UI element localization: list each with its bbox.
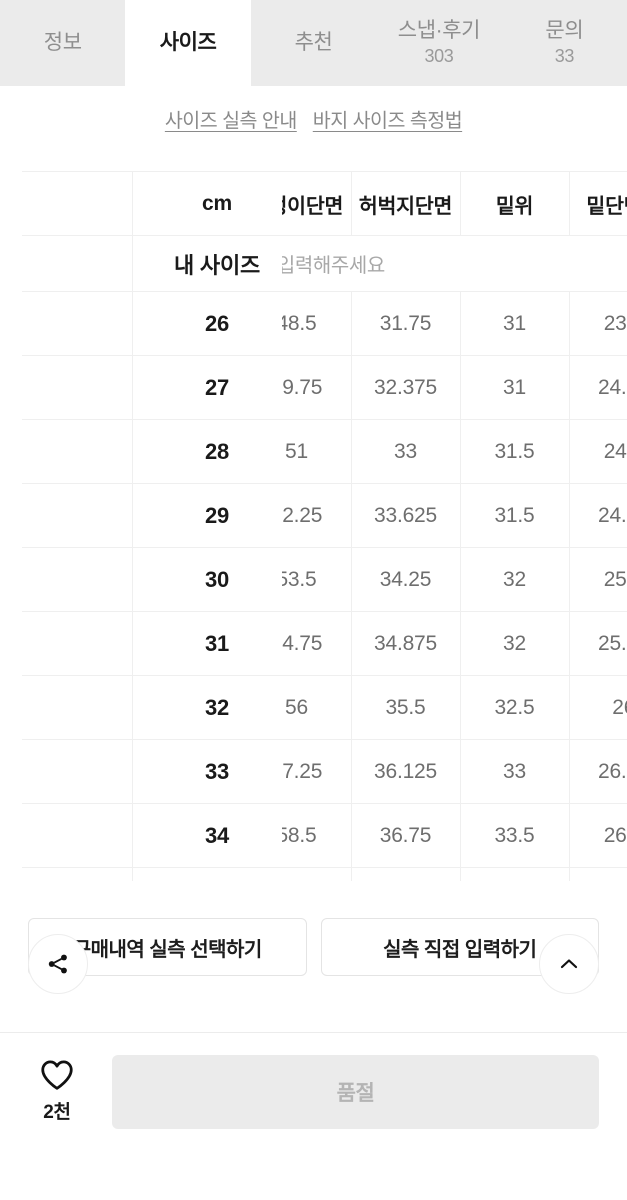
- sold-out-button: 품절: [112, 1055, 599, 1129]
- row-cell-value: 38: [351, 867, 461, 881]
- enter-measurement-manually-button[interactable]: 실측 직접 입력하기: [320, 918, 599, 976]
- row-cell-size: 31: [152, 611, 283, 676]
- row-cell-value: 32.375: [351, 355, 461, 420]
- row-cell-value: 31.5: [460, 483, 570, 548]
- row-cell-value: 24.6: [569, 419, 627, 484]
- table-header-row: cm 단면 엉덩이단면 허벅지단면 밑위 밑단단면: [22, 171, 627, 236]
- row-cell-value: 33: [351, 419, 461, 484]
- tab-label: 정보: [43, 30, 82, 54]
- chevron-up-icon: [560, 959, 578, 969]
- scroll-to-top-button[interactable]: [539, 934, 599, 994]
- tab-info[interactable]: 정보: [0, 0, 125, 86]
- row-cell-value: 33: [460, 739, 570, 804]
- tab-inquiry[interactable]: 문의 33: [502, 0, 627, 86]
- row-cell-size: 28: [152, 419, 283, 484]
- row-cell-value: 25.3: [569, 547, 627, 612]
- row-cell-size: 26: [152, 291, 283, 356]
- row-cell-value: 33.5: [460, 803, 570, 868]
- table-body: 26.548.531.753123.9277549.7532.3753124.2…: [22, 291, 627, 881]
- row-cell-size: 34: [152, 803, 283, 868]
- header-cell-hem: 밑단단면: [569, 171, 627, 236]
- row-cell-value: 36.75: [351, 803, 461, 868]
- measurement-action-row: 구매내역 실측 선택하기 실측 직접 입력하기: [0, 918, 627, 976]
- row-cell-size: 27: [152, 355, 283, 420]
- row-cell-value: 23.9: [569, 291, 627, 356]
- size-table: cm 단면 엉덩이단면 허벅지단면 밑위 밑단단면 내 사이즈 사이즈를 직접 …: [22, 171, 627, 881]
- row-cell-value: 34.5: [460, 867, 570, 881]
- row-cell-value: 31: [460, 355, 570, 420]
- row-cell-value: 31.75: [351, 291, 461, 356]
- row-cell-value: 24.25: [569, 355, 627, 420]
- row-cell-value: 31.5: [460, 419, 570, 484]
- link-pants-measure-method[interactable]: 바지 사이즈 측정법: [312, 109, 463, 132]
- row-cell-value: 34.25: [351, 547, 461, 612]
- row-cell-value: 35.5: [351, 675, 461, 740]
- my-size-label: 내 사이즈: [152, 235, 283, 292]
- section-tab-bar: 정보 사이즈 추천 스냅·후기 303 문의 33: [0, 0, 627, 86]
- tab-label: 사이즈: [159, 30, 217, 54]
- row-cell-value: 33.625: [351, 483, 461, 548]
- row-cell-size: 36: [152, 867, 283, 881]
- row-cell-size: 29: [152, 483, 283, 548]
- tab-label: 스냅·후기: [397, 19, 481, 42]
- row-cell-value: 26.35: [569, 739, 627, 804]
- table-row: 3235635.532.526: [22, 675, 627, 740]
- tab-label: 추천: [294, 30, 333, 54]
- share-button[interactable]: [28, 934, 88, 994]
- header-cell-rise: 밑위: [460, 171, 570, 236]
- size-table-scroll-container[interactable]: cm 단면 엉덩이단면 허벅지단면 밑위 밑단단면 내 사이즈 사이즈를 직접 …: [22, 171, 627, 881]
- guide-link-row: 사이즈 실측 안내 바지 사이즈 측정법: [0, 86, 627, 150]
- row-cell-value: 34.875: [351, 611, 461, 676]
- bottom-bar-divider: [0, 1032, 627, 1033]
- share-icon: [48, 954, 67, 974]
- row-cell-value: 27.4: [569, 867, 627, 881]
- tab-count-badge: 33: [554, 45, 575, 66]
- link-size-measure-guide[interactable]: 사이즈 실측 안내: [164, 109, 297, 132]
- table-row: 288513331.524.6: [22, 419, 627, 484]
- tab-size[interactable]: 사이즈: [125, 0, 251, 86]
- row-cell-size: 32: [152, 675, 283, 740]
- tab-snap-review[interactable]: 스냅·후기 303: [376, 0, 501, 86]
- row-cell-value: 31: [460, 291, 570, 356]
- tab-count-badge: 303: [424, 45, 454, 66]
- heart-outline-icon: [41, 1060, 73, 1090]
- header-cell-thigh: 허벅지단면: [351, 171, 461, 236]
- tab-recommend[interactable]: 추천: [251, 0, 376, 86]
- row-cell-value: 26.7: [569, 803, 627, 868]
- like-button[interactable]: 2천: [28, 1055, 86, 1124]
- bottom-action-bar: 2천 품절: [0, 1033, 627, 1200]
- my-size-row[interactable]: 내 사이즈 사이즈를 직접 입력해주세요: [22, 235, 627, 292]
- row-cell-size: 33: [152, 739, 283, 804]
- row-cell-value: 32.5: [460, 675, 570, 740]
- like-count: 2천: [43, 1102, 71, 1123]
- row-cell-value: 26: [569, 675, 627, 740]
- row-cell-size: 30: [152, 547, 283, 612]
- row-cell-value: 32: [460, 547, 570, 612]
- row-cell-value: 32: [460, 611, 570, 676]
- row-cell-value: 36.125: [351, 739, 461, 804]
- row-cell-value: 24.95: [569, 483, 627, 548]
- header-cell-unit: cm: [152, 171, 283, 236]
- row-cell-value: 25.65: [569, 611, 627, 676]
- table-row: 368613834.527.4: [22, 867, 627, 881]
- tab-label: 문의: [545, 19, 584, 42]
